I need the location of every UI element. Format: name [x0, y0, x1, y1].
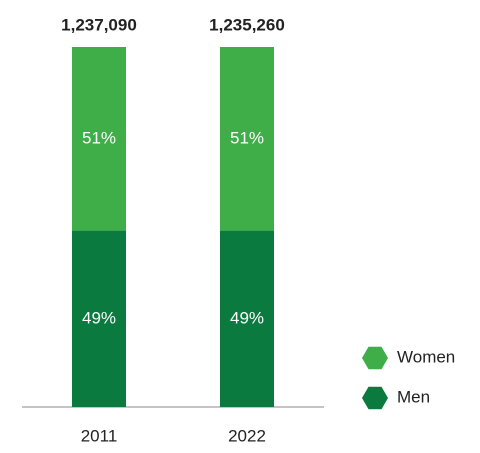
x-tick-label: 2011: [81, 426, 118, 445]
x-tick-label: 2022: [228, 426, 266, 445]
segment-label: 51%: [82, 128, 116, 147]
total-label: 1,235,260: [209, 15, 285, 34]
legend-label: Men: [397, 387, 430, 406]
segment-label: 51%: [230, 128, 264, 147]
bar-segment: [72, 47, 126, 231]
legend-marker: [362, 386, 388, 410]
total-label: 1,237,090: [61, 15, 137, 34]
bar-segment: [220, 230, 274, 407]
bar-segment: [72, 230, 126, 407]
segment-label: 49%: [82, 308, 116, 327]
segment-label: 49%: [230, 308, 264, 327]
bar-segment: [220, 47, 274, 231]
legend-marker: [362, 346, 388, 370]
legend-label: Women: [397, 347, 455, 366]
